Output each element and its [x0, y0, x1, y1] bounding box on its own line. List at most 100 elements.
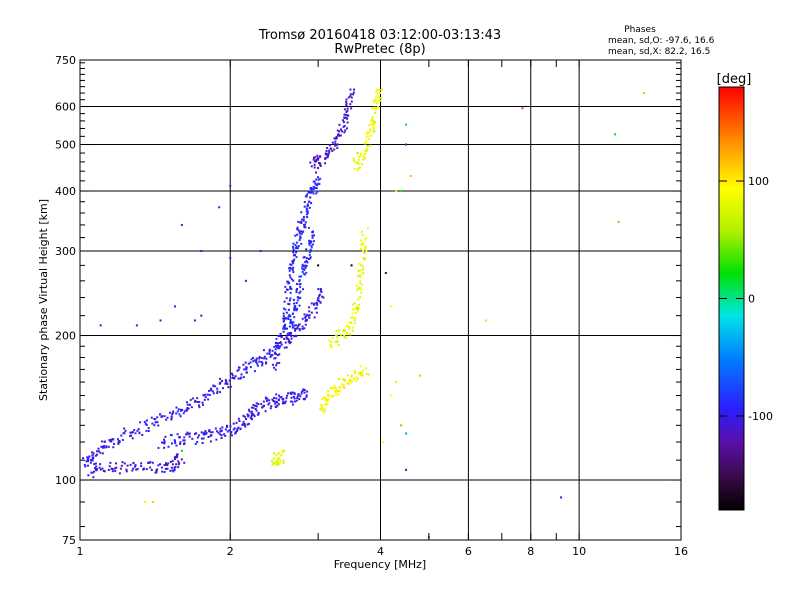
echo-point: [325, 403, 328, 406]
echo-point: [298, 329, 301, 332]
grid-lines: [80, 60, 681, 540]
echo-point: [264, 396, 267, 399]
echo-point: [261, 362, 264, 365]
echo-point: [345, 98, 348, 101]
echo-point: [258, 360, 261, 363]
echo-point: [132, 467, 135, 470]
echo-point: [287, 332, 290, 335]
echo-point: [382, 441, 385, 444]
echo-point: [344, 329, 347, 332]
echo-point: [312, 180, 315, 183]
echo-point: [296, 233, 299, 236]
echo-point: [371, 107, 374, 110]
echo-point: [299, 296, 302, 299]
echo-point: [228, 379, 231, 382]
echo-point: [121, 438, 124, 441]
echo-point: [282, 312, 285, 315]
echo-point: [343, 113, 346, 116]
legend-line-x: mean, sd,X: 82.2, 16.5: [608, 47, 710, 57]
echo-point: [337, 133, 340, 136]
echo-point: [309, 257, 312, 260]
echo-point: [194, 442, 197, 445]
echo-point: [256, 362, 259, 365]
echo-point: [288, 333, 291, 336]
echo-point: [219, 427, 222, 430]
echo-point: [139, 421, 142, 424]
echo-point: [120, 464, 123, 467]
echo-point: [129, 435, 132, 438]
echo-point: [262, 400, 265, 403]
echo-point: [279, 459, 282, 462]
echo-point: [121, 461, 124, 464]
echo-point: [301, 267, 304, 270]
echo-point: [275, 462, 278, 465]
echo-point: [331, 149, 334, 152]
echo-point: [282, 317, 285, 320]
echo-point: [282, 461, 285, 464]
echo-point: [372, 119, 375, 122]
echo-point: [280, 454, 283, 457]
echo-point: [170, 415, 173, 418]
echo-point: [99, 468, 102, 471]
echo-point: [157, 464, 160, 467]
echo-point: [277, 462, 280, 465]
echo-point: [85, 460, 88, 463]
echo-point: [292, 326, 295, 329]
echo-point: [373, 99, 376, 102]
echo-point: [350, 321, 353, 324]
echo-point: [310, 189, 313, 192]
echo-point: [101, 440, 104, 443]
echo-point: [224, 382, 227, 385]
echo-point: [287, 280, 290, 283]
echo-point: [326, 147, 329, 150]
echo-point: [364, 367, 367, 370]
y-tick-label: 400: [55, 185, 76, 198]
echo-point: [297, 393, 300, 396]
echo-point: [327, 398, 330, 401]
echo-point: [295, 399, 298, 402]
echo-point: [361, 249, 364, 252]
echo-point: [307, 257, 310, 260]
echo-point: [140, 462, 143, 465]
echo-point: [322, 296, 325, 299]
echo-point: [355, 379, 358, 382]
echo-point: [284, 400, 287, 403]
echo-point: [381, 87, 384, 90]
echo-point: [175, 453, 178, 456]
echo-point: [356, 169, 359, 172]
echo-point: [278, 342, 281, 345]
echo-point: [95, 450, 98, 453]
echo-point: [338, 123, 341, 126]
echo-point: [353, 370, 356, 373]
echo-point: [147, 461, 150, 464]
echo-point: [284, 308, 287, 311]
echo-point: [188, 403, 191, 406]
echo-point: [344, 378, 347, 381]
echo-point: [341, 130, 344, 133]
echo-point: [360, 289, 363, 292]
echo-point: [339, 134, 342, 137]
echo-point: [170, 434, 173, 437]
echo-point: [113, 442, 116, 445]
echo-point: [298, 279, 301, 282]
echo-point: [342, 330, 345, 333]
echo-point: [180, 458, 183, 461]
echo-point: [253, 415, 256, 418]
echo-point: [348, 325, 351, 328]
echo-point: [292, 261, 295, 264]
echo-point: [297, 220, 300, 223]
echo-point: [278, 361, 281, 364]
echo-point: [295, 301, 298, 304]
echo-point: [362, 242, 365, 245]
echo-point: [288, 325, 291, 328]
echo-point: [325, 400, 328, 403]
echo-point: [304, 323, 307, 326]
echo-point: [283, 319, 286, 322]
echo-point: [143, 420, 146, 423]
echo-point: [346, 374, 349, 377]
echo-point: [292, 298, 295, 301]
echo-point: [290, 337, 293, 340]
echo-point: [305, 248, 308, 251]
echo-point: [370, 134, 373, 137]
echo-point: [229, 385, 232, 388]
